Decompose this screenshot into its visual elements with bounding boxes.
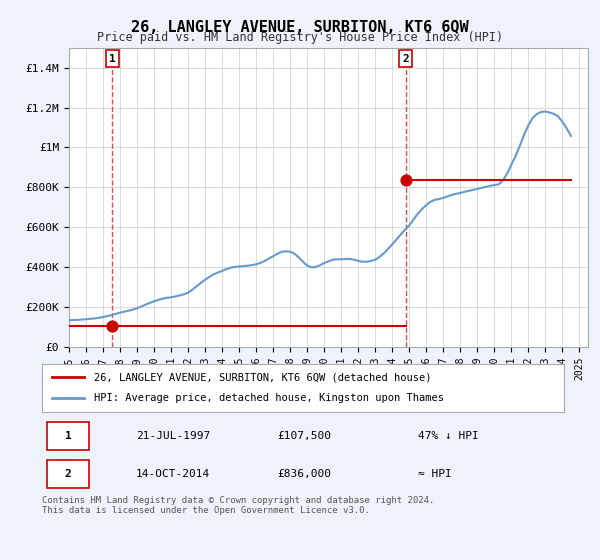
Text: 2: 2 (65, 469, 71, 479)
Text: 26, LANGLEY AVENUE, SURBITON, KT6 6QW (detached house): 26, LANGLEY AVENUE, SURBITON, KT6 6QW (d… (94, 372, 432, 382)
Text: 2: 2 (403, 54, 409, 64)
Text: HPI: Average price, detached house, Kingston upon Thames: HPI: Average price, detached house, King… (94, 393, 444, 403)
Point (401, 176, 410, 185)
Text: 26, LANGLEY AVENUE, SURBITON, KT6 6QW: 26, LANGLEY AVENUE, SURBITON, KT6 6QW (131, 20, 469, 35)
Text: 1: 1 (65, 431, 71, 441)
Point (107, 321, 117, 330)
FancyBboxPatch shape (47, 460, 89, 488)
Text: £836,000: £836,000 (277, 469, 331, 479)
FancyBboxPatch shape (47, 422, 89, 450)
Text: ≈ HPI: ≈ HPI (418, 469, 452, 479)
Text: Price paid vs. HM Land Registry's House Price Index (HPI): Price paid vs. HM Land Registry's House … (97, 31, 503, 44)
Text: £107,500: £107,500 (277, 431, 331, 441)
Text: 47% ↓ HPI: 47% ↓ HPI (418, 431, 479, 441)
Text: 14-OCT-2014: 14-OCT-2014 (136, 469, 210, 479)
Text: 1: 1 (109, 54, 116, 64)
Text: 21-JUL-1997: 21-JUL-1997 (136, 431, 210, 441)
Text: Contains HM Land Registry data © Crown copyright and database right 2024.
This d: Contains HM Land Registry data © Crown c… (42, 496, 434, 515)
